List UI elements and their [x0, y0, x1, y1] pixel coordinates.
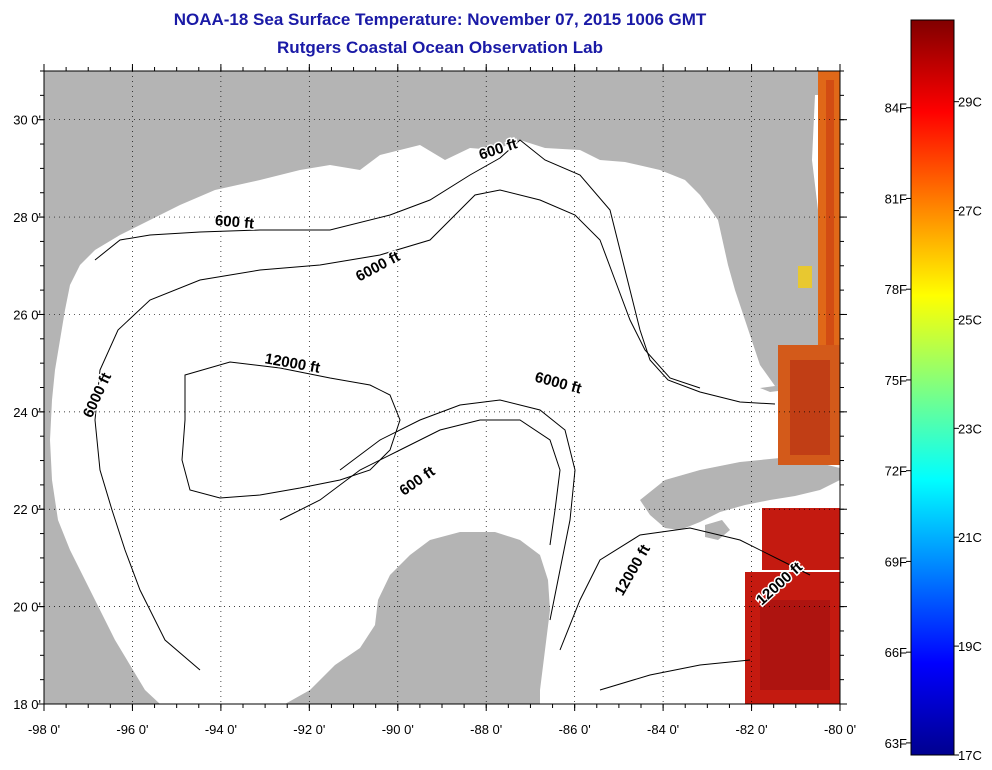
fahrenheit-label: 81F [885, 191, 907, 206]
fahrenheit-label: 75F [885, 373, 907, 388]
contour-6000ft-west [94, 419, 201, 671]
north-america-land [44, 71, 840, 704]
lat-label: 18 0' [13, 697, 41, 712]
bathymetry-contours [94, 139, 811, 691]
colorbar [910, 19, 955, 756]
sst-caribbean-patch-inner [760, 600, 830, 690]
sst-north-cuba-patch [762, 508, 840, 570]
colorbar-celsius-ticks: 29C 27C 25C 23C 21C 19C 17C [954, 95, 982, 763]
contour-12000ft [181, 361, 401, 499]
map-grid [43, 71, 841, 705]
lat-label: 26 0' [13, 307, 41, 322]
contour-label: 600 ft [214, 212, 255, 232]
isle-of-youth-land [705, 520, 730, 540]
lon-label: -90 0' [382, 722, 414, 737]
fahrenheit-label: 66F [885, 645, 907, 660]
lat-label: 30 0' [13, 113, 41, 128]
celsius-label: 27C [958, 204, 982, 219]
lat-label: 20 0' [13, 600, 41, 615]
fahrenheit-label: 84F [885, 101, 907, 116]
longitude-labels: -98 0' -96 0' -94 0' -92 0' -90 0' -88 0' -86 … [28, 722, 856, 737]
contour-600ft-yucatan [279, 419, 561, 546]
celsius-label: 21C [958, 530, 982, 545]
lon-label: -80 0' [824, 722, 856, 737]
latitude-labels: 30 0' 28 0' 26 0' 24 0' 22 0' 20 0' 18 0' [13, 113, 41, 712]
sst-strait-patch-inner [790, 360, 830, 455]
map-ticks [37, 64, 847, 711]
lon-label: -82 0' [735, 722, 767, 737]
sst-cool-spot [798, 266, 812, 288]
yucatan-land [285, 532, 550, 704]
fahrenheit-label: 72F [885, 464, 907, 479]
lon-label: -84 0' [647, 722, 679, 737]
lon-label: -96 0' [116, 722, 148, 737]
sst-coverage [745, 71, 840, 704]
contour-caribbean-south [599, 659, 751, 691]
lat-label: 24 0' [13, 405, 41, 420]
celsius-label: 23C [958, 421, 982, 436]
contour-12000ft-caribbean [559, 527, 811, 651]
contour-600ft [94, 139, 776, 405]
celsius-label: 25C [958, 312, 982, 327]
map-title: NOAA-18 Sea Surface Temperature: Novembe… [173, 10, 707, 29]
lon-label: -88 0' [470, 722, 502, 737]
celsius-label: 17C [958, 748, 982, 763]
lat-label: 28 0' [13, 210, 41, 225]
map-subtitle: Rutgers Coastal Ocean Observation Lab [277, 38, 603, 57]
contour-6000ft-north [94, 189, 701, 421]
fahrenheit-label: 69F [885, 554, 907, 569]
celsius-label: 29C [958, 95, 982, 110]
lon-label: -86 0' [559, 722, 591, 737]
celsius-label: 19C [958, 639, 982, 654]
fahrenheit-label: 63F [885, 736, 907, 751]
lat-label: 22 0' [13, 502, 41, 517]
cuba-land [640, 458, 840, 530]
sst-atlantic-strip-inner [826, 80, 834, 350]
lon-label: -94 0' [205, 722, 237, 737]
colorbar-fahrenheit-ticks: 84F 81F 78F 75F 72F 69F 66F 63F [885, 101, 911, 751]
lon-label: -98 0' [28, 722, 60, 737]
lon-label: -92 0' [293, 722, 325, 737]
contour-6000ft-east [339, 399, 576, 621]
fahrenheit-label: 78F [885, 282, 907, 297]
